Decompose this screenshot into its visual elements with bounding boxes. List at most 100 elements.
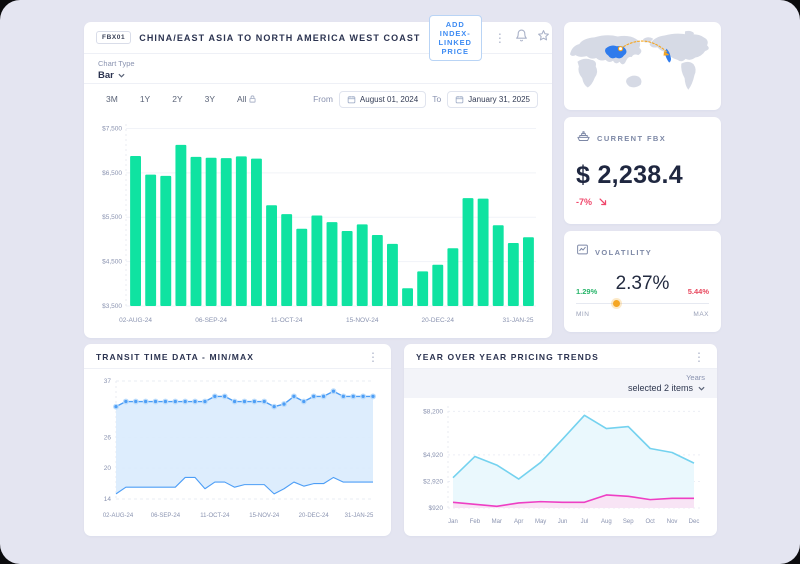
- landmass-south-america: [681, 61, 696, 90]
- transit-time-card: TRANSIT TIME DATA - MIN/MAX ⋮ 14 20 26 37 02…: [84, 344, 391, 536]
- calendar-icon: [347, 95, 356, 103]
- tab-all-label: All: [237, 94, 247, 104]
- svg-text:15-NOV-24: 15-NOV-24: [346, 317, 379, 324]
- svg-text:20-DEC-24: 20-DEC-24: [422, 317, 455, 324]
- route-origin-marker: [617, 45, 624, 52]
- tab-3m[interactable]: 3M: [106, 94, 118, 104]
- kebab-menu-icon[interactable]: ⋮: [493, 30, 506, 45]
- landmass-africa: [577, 58, 598, 88]
- landmass-greenland: [684, 30, 694, 39]
- chart-type-control: Chart Type Bar: [84, 54, 552, 84]
- svg-text:37: 37: [104, 378, 112, 385]
- bell-icon[interactable]: [515, 29, 528, 47]
- svg-text:$5,500: $5,500: [102, 214, 122, 221]
- tab-2y[interactable]: 2Y: [172, 94, 183, 104]
- yoy-card-title: YEAR OVER YEAR PRICING TRENDS: [416, 352, 599, 362]
- chart-type-label: Chart Type: [98, 59, 135, 68]
- volatility-track: [576, 303, 709, 304]
- yoy-pricing-card: YEAR OVER YEAR PRICING TRENDS ⋮ Years se…: [404, 344, 717, 536]
- svg-text:Nov: Nov: [667, 519, 678, 525]
- to-date-value: January 31, 2025: [468, 94, 530, 104]
- svg-text:11-OCT-24: 11-OCT-24: [271, 317, 303, 324]
- svg-text:06-SEP-24: 06-SEP-24: [195, 317, 227, 324]
- index-card-header: FBX01 CHINA/EAST ASIA TO NORTH AMERICA W…: [84, 14, 552, 61]
- route-arrowhead: [663, 50, 670, 56]
- chart-type-value: Bar: [98, 70, 114, 81]
- svg-text:Apr: Apr: [514, 519, 523, 525]
- svg-text:02-AUG-24: 02-AUG-24: [119, 317, 152, 324]
- calendar-icon: [455, 95, 464, 103]
- current-fbx-label: CURRENT FBX: [597, 133, 667, 143]
- yoy-card-header: YEAR OVER YEAR PRICING TRENDS ⋮: [404, 344, 717, 369]
- svg-text:$7,500: $7,500: [102, 125, 122, 132]
- transit-minmax-chart: 14 20 26 37 02-AUG-24 06-SEP-24 11-OCT-24 15-NO…: [103, 378, 376, 519]
- current-fbx-card: CURRENT FBX $ 2,238.4 -7%: [564, 117, 721, 224]
- add-index-linked-price-button[interactable]: ADD INDEX-LINKED PRICE: [428, 14, 482, 61]
- volatility-value: 2.37%: [615, 273, 670, 294]
- svg-text:Jun: Jun: [558, 519, 568, 525]
- ship-icon: [576, 129, 591, 147]
- tab-all[interactable]: All: [237, 94, 257, 104]
- transit-card-header: TRANSIT TIME DATA - MIN/MAX ⋮: [84, 344, 391, 369]
- current-fbx-header: CURRENT FBX: [576, 129, 709, 147]
- volatility-label: VOLATILITY: [595, 247, 653, 257]
- years-label: Years: [686, 373, 705, 382]
- index-price-card: FBX01 CHINA/EAST ASIA TO NORTH AMERICA W…: [84, 14, 552, 338]
- years-dropdown[interactable]: selected 2 items: [628, 383, 705, 393]
- svg-text:Jan: Jan: [448, 519, 458, 525]
- from-date-input[interactable]: August 01, 2024: [338, 90, 427, 108]
- chevron-down-icon: [698, 386, 705, 391]
- years-dropdown-value: selected 2 items: [627, 383, 693, 393]
- volatility-indicator-dot: [613, 300, 621, 307]
- svg-text:$3,500: $3,500: [102, 303, 122, 310]
- to-date-input[interactable]: January 31, 2025: [447, 90, 538, 108]
- landmass-north-america: [649, 33, 709, 62]
- current-fbx-change: -7%: [576, 197, 709, 207]
- header-icons: ⋮: [494, 29, 550, 47]
- min-label: MIN: [576, 311, 590, 318]
- svg-text:06-SEP-24: 06-SEP-24: [151, 513, 181, 519]
- tab-1y[interactable]: 1Y: [139, 94, 151, 104]
- volatility-card: VOLATILITY 2.37% 1.29% 5.44% MIN MAX: [564, 231, 721, 332]
- svg-text:$920: $920: [429, 505, 444, 512]
- svg-text:02-AUG-24: 02-AUG-24: [103, 513, 134, 519]
- index-title: CHINA/EAST ASIA TO NORTH AMERICA WEST CO…: [139, 32, 421, 43]
- tab-3y[interactable]: 3Y: [204, 94, 216, 104]
- svg-text:20-DEC-24: 20-DEC-24: [299, 513, 330, 519]
- max-label: MAX: [693, 311, 709, 318]
- svg-text:Jul: Jul: [581, 519, 589, 525]
- svg-text:31-JAN-25: 31-JAN-25: [502, 317, 533, 324]
- chart-type-dropdown[interactable]: Bar: [98, 70, 538, 81]
- volatility-min-value: 1.29%: [576, 287, 598, 296]
- svg-text:26: 26: [104, 434, 112, 441]
- route-map-card: [564, 22, 721, 110]
- range-controls: 3M 1Y 2Y 3Y All From August 01, 2024 To: [84, 84, 552, 110]
- star-icon[interactable]: [537, 29, 550, 47]
- trend-down-arrow-icon: [599, 198, 607, 206]
- route-arc: [619, 40, 668, 53]
- kebab-menu-icon[interactable]: ⋮: [693, 350, 705, 364]
- fbx-bar-chart-wrap: $3,500 $4,500 $5,500 $6,500 $7,500 02-AUG-24 0…: [84, 110, 552, 335]
- volatility-header: VOLATILITY: [576, 243, 709, 261]
- date-range: From August 01, 2024 To January 31, 2025: [313, 90, 538, 108]
- svg-text:11-OCT-24: 11-OCT-24: [200, 513, 230, 519]
- landmass-australia: [626, 75, 642, 88]
- world-route-map: [570, 30, 709, 90]
- svg-text:Mar: Mar: [492, 519, 502, 525]
- kebab-menu-icon[interactable]: ⋮: [367, 350, 379, 364]
- current-fbx-value: $ 2,238.4: [576, 161, 683, 189]
- index-code-badge: FBX01: [96, 31, 132, 44]
- svg-text:May: May: [535, 519, 546, 525]
- fbx-bar-chart: $3,500 $4,500 $5,500 $6,500 $7,500 02-AUG-24 0…: [102, 124, 536, 324]
- svg-text:14: 14: [104, 496, 112, 503]
- transit-card-title: TRANSIT TIME DATA - MIN/MAX: [96, 352, 254, 362]
- svg-text:Dec: Dec: [689, 519, 700, 525]
- chevron-down-icon: [118, 73, 125, 78]
- to-label: To: [432, 94, 442, 104]
- svg-text:Aug: Aug: [601, 519, 612, 525]
- years-filter-band: Years selected 2 items: [404, 369, 717, 398]
- yoy-trends-chart: $920 $2,920 $4,920 $8,200 Jan Feb Mar Apr May Jun…: [423, 406, 701, 525]
- svg-text:31-JAN-25: 31-JAN-25: [345, 513, 374, 519]
- volatility-max-value: 5.44%: [687, 287, 709, 296]
